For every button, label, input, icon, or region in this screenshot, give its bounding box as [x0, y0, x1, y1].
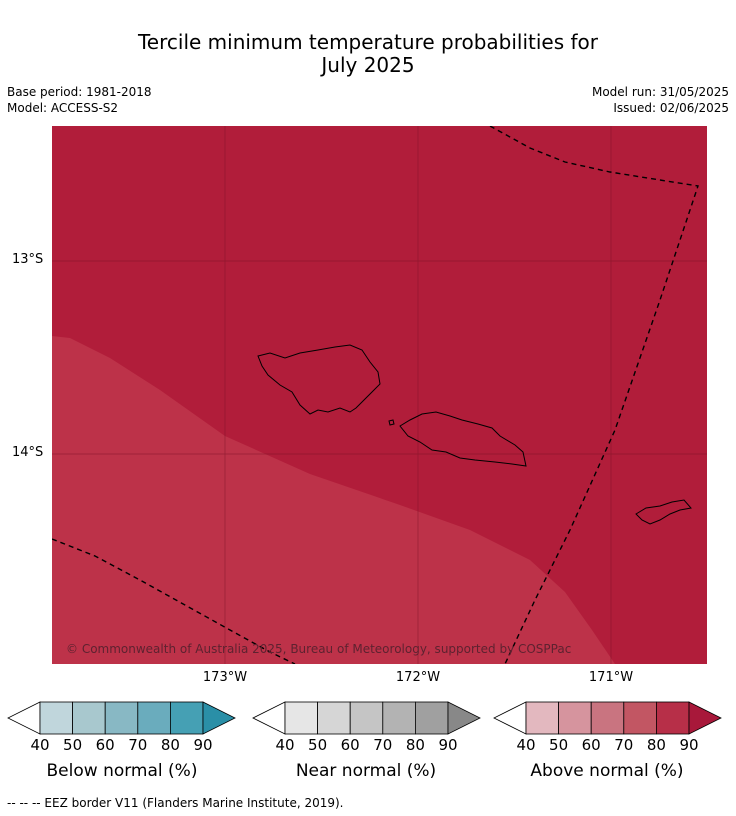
colorbar-above-tick: 70 — [614, 736, 634, 754]
colorbar-below-tick: 50 — [63, 736, 83, 754]
colorbar-below — [7, 701, 236, 735]
map-area — [52, 126, 707, 664]
colorbar-near-tick: 40 — [275, 736, 295, 754]
colorbar-near-tick: 70 — [373, 736, 393, 754]
island-upolu — [399, 411, 527, 467]
map-title: Tercile minimum temperature probabilitie… — [0, 31, 736, 77]
colorbar-above — [493, 701, 722, 735]
colorbar-below-tick: 90 — [193, 736, 213, 754]
base-period: Base period: 1981-2018 — [7, 85, 152, 99]
colorbar-near-tick: 90 — [438, 736, 458, 754]
colorbar-above-tick: 40 — [516, 736, 536, 754]
eez-footnote: -- -- -- EEZ border V11 (Flanders Marine… — [7, 796, 344, 810]
colorbar-below-tick: 70 — [128, 736, 148, 754]
header-right: Model run: 31/05/2025 Issued: 02/06/2025 — [592, 84, 729, 116]
eez-border — [52, 126, 699, 664]
lon-label-171w: 171°W — [588, 670, 634, 685]
header-left: Base period: 1981-2018 Model: ACCESS-S2 — [7, 84, 152, 116]
colorbar-near-tick: 60 — [340, 736, 360, 754]
island-savaii — [257, 344, 381, 415]
colorbar-near-label: Near normal (%) — [295, 761, 437, 781]
copyright-notice: © Commonwealth of Australia 2025, Bureau… — [66, 642, 572, 656]
gridlines — [52, 126, 707, 664]
lon-label-173w: 173°W — [202, 670, 248, 685]
issued-date: Issued: 02/06/2025 — [613, 101, 729, 115]
colorbar-near-tick: 80 — [405, 736, 425, 754]
colorbar-below-label: Below normal (%) — [46, 761, 198, 781]
colorbar-near — [252, 701, 481, 735]
colorbar-below-tick: 60 — [95, 736, 115, 754]
title-line-2: July 2025 — [321, 53, 415, 77]
island-manono — [388, 419, 395, 426]
lat-label-14s: 14°S — [12, 445, 44, 460]
colorbar-above-tick: 60 — [581, 736, 601, 754]
colorbar-below-tick: 80 — [160, 736, 180, 754]
model-run: Model run: 31/05/2025 — [591, 85, 729, 99]
colorbar-below-tick: 40 — [30, 736, 50, 754]
colorbar-above-tick: 80 — [646, 736, 666, 754]
title-line-1: Tercile minimum temperature probabilitie… — [137, 30, 599, 54]
colorbar-above-tick: 50 — [549, 736, 569, 754]
colorbar-above-tick: 90 — [679, 736, 699, 754]
region-above-70-80 — [52, 336, 615, 664]
colorbar-above-label: Above normal (%) — [530, 761, 684, 781]
model-name: Model: ACCESS-S2 — [7, 101, 119, 115]
lat-label-13s: 13°S — [12, 252, 44, 267]
island-tutuila — [635, 499, 692, 525]
lon-label-172w: 172°W — [395, 670, 441, 685]
colorbar-near-tick: 50 — [308, 736, 328, 754]
